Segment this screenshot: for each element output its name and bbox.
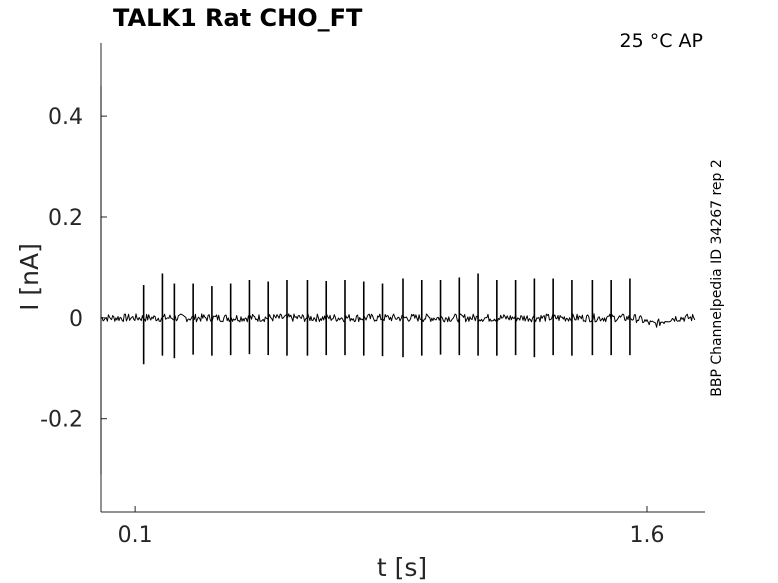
y-tick-label: 0 — [69, 307, 83, 332]
temperature-protocol-annotation: 25 °C AP — [620, 30, 703, 52]
y-tick-label: 0.4 — [48, 105, 83, 130]
y-ticks: 0.4 0.2 0 -0.2 — [40, 105, 107, 433]
x-tick-label: 1.6 — [629, 523, 664, 548]
x-axis-label: t [s] — [377, 553, 427, 582]
channelpedia-id-label: BBP Channelpedia ID 34267 rep 2 — [709, 159, 725, 397]
y-tick-label: -0.2 — [40, 408, 83, 433]
current-trace-line — [100, 85, 696, 475]
chart-title: TALK1 Rat CHO_FT — [113, 4, 363, 32]
x-tick-label: 0.1 — [118, 523, 153, 548]
y-tick-label: 0.2 — [48, 206, 83, 231]
x-ticks: 0.1 1.6 — [118, 506, 664, 548]
y-axis-label: I [nA] — [15, 243, 44, 311]
spike-marks — [142, 273, 631, 365]
